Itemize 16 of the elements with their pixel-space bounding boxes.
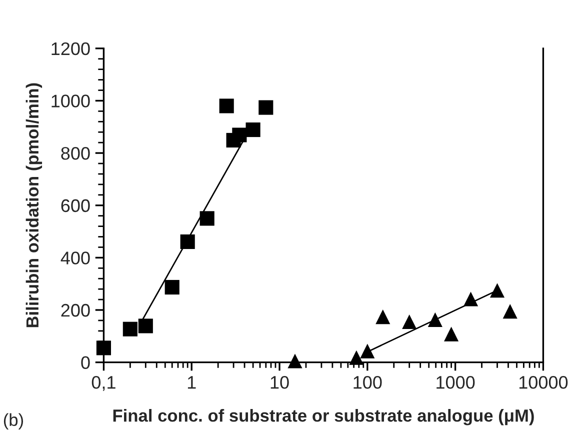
x-tick-label: 10000 <box>519 376 568 389</box>
y-tick-label: 800 <box>61 146 90 160</box>
y-tick-label: 200 <box>61 304 90 317</box>
y-tick-label: 1200 <box>52 42 90 56</box>
x-tick-label: 10 <box>270 376 289 389</box>
x-axis-title: Final conc. of substrate or substrate analogue (μM) <box>113 409 534 426</box>
y-tick-label: 1000 <box>52 94 90 108</box>
text: (b) <box>4 413 24 430</box>
y-axis-title: Bilirubin oxidation (pmol/min) <box>26 83 42 328</box>
y-tick-label: 600 <box>61 199 90 212</box>
x-tick-label: 0,1 <box>92 376 116 391</box>
x-tick-label: 100 <box>354 376 382 389</box>
x-tick-label: 1000 <box>436 376 475 389</box>
y-tick-label: 400 <box>60 252 90 264</box>
y-tick-label: 0 <box>81 356 90 370</box>
x-tick-label: 1 <box>188 376 196 389</box>
